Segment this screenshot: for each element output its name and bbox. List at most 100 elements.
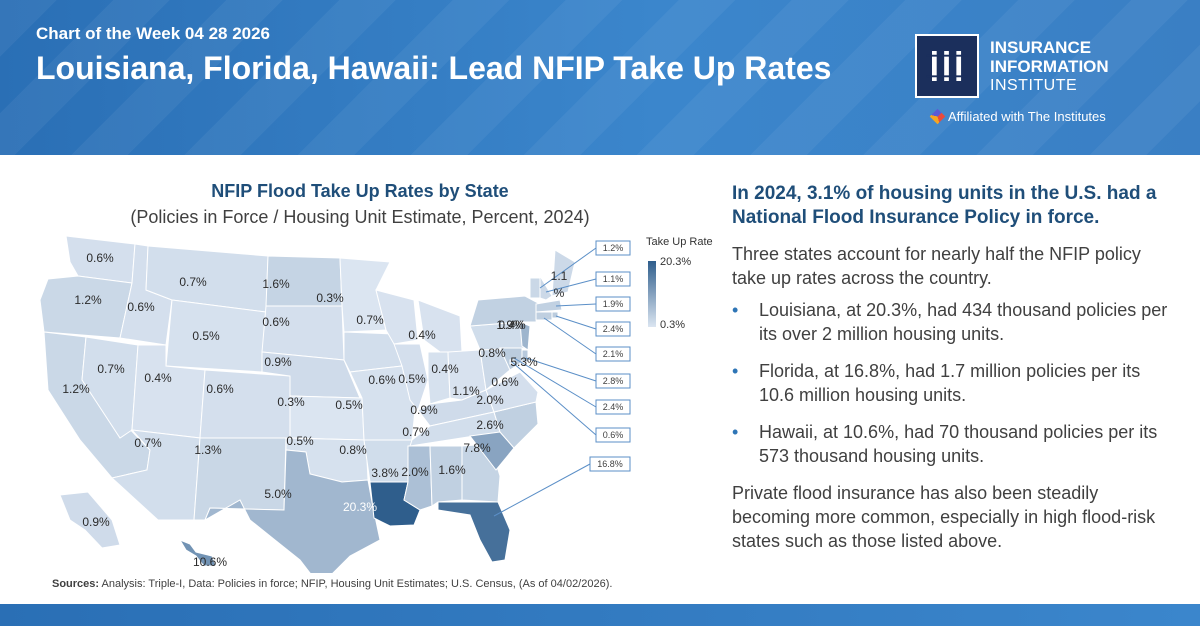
summary-closing: Private flood insurance has also been st… bbox=[732, 483, 1156, 551]
leader-line-vt bbox=[539, 247, 597, 289]
legend-color-scale bbox=[648, 261, 656, 327]
callout-label-de: 2.8% bbox=[603, 376, 624, 386]
us-choropleth-map: 1.2% 1.1% 1.9% 2.4% 2.1% 2.8% 2.4% 0.6% 16.8% 0.… bbox=[39, 235, 631, 573]
callout-label-fl: 16.8% bbox=[597, 459, 623, 469]
state-label-ga: 1.6% bbox=[438, 463, 466, 477]
state-label-ks: 0.3% bbox=[277, 395, 305, 409]
state-shapes bbox=[39, 235, 576, 573]
leader-line-de bbox=[525, 357, 597, 382]
institutes-logo-icon bbox=[929, 108, 946, 125]
state-label-mn: 0.3% bbox=[316, 291, 344, 305]
sources-note: Sources: Analysis: Triple-I, Data: Polic… bbox=[52, 578, 613, 590]
summary-intro: Three states account for nearly half the… bbox=[732, 244, 1141, 288]
legend-max-label: 20.3% bbox=[660, 256, 692, 268]
state-label-ia: 0.7% bbox=[356, 313, 384, 327]
state-label-ky: 0.9% bbox=[410, 403, 438, 417]
state-label-oh: 0.4% bbox=[431, 362, 459, 376]
state-label-or: 1.2% bbox=[74, 293, 102, 307]
state-label-ms: 3.8% bbox=[371, 466, 399, 480]
state-label-mo: 0.5% bbox=[335, 398, 363, 412]
chart-subtitle: (Policies in Force / Housing Unit Estima… bbox=[130, 207, 590, 227]
state-label-in: 0.5% bbox=[398, 372, 426, 386]
state-label-nc: 2.0% bbox=[476, 393, 504, 407]
affiliation-line: Affiliated with The Institutes bbox=[929, 108, 1106, 125]
state-nv bbox=[81, 336, 139, 439]
list-item: • Florida, at 16.8%, had 1.7 million poli… bbox=[732, 361, 1141, 405]
state-label-ut: 0.4% bbox=[144, 371, 172, 385]
callout-label-dc: 0.6% bbox=[603, 430, 624, 440]
bullet-icon: • bbox=[732, 361, 739, 381]
state-label-pa: 0.8% bbox=[478, 346, 506, 360]
state-label-il: 0.6% bbox=[368, 373, 396, 387]
state-md bbox=[499, 347, 523, 371]
chart-title: NFIP Flood Take Up Rates by State bbox=[211, 181, 509, 201]
state-ma bbox=[535, 299, 563, 313]
state-label-hi: 10.6% bbox=[193, 555, 227, 569]
state-label-ak: 0.9% bbox=[82, 515, 110, 529]
state-or bbox=[39, 275, 133, 339]
state-label-az: 0.7% bbox=[134, 436, 162, 450]
leader-line-dc bbox=[511, 361, 597, 436]
state-ct bbox=[535, 311, 553, 321]
state-label-id: 0.6% bbox=[127, 300, 155, 314]
summary-lead: In 2024, 3.1% of housing units in the U.… bbox=[732, 183, 1157, 228]
leader-line-ma bbox=[555, 303, 597, 307]
list-item: • Hawaii, at 10.6%, had 70 thousand polic… bbox=[732, 422, 1158, 466]
state-label-tx: 5.0% bbox=[264, 487, 292, 501]
state-fl bbox=[437, 501, 511, 563]
state-labels: 0.6% 1.2% 1.2% 0.6% 0.7% 0.7% 0.5% 0.4% 0.6% 0.7%… bbox=[62, 251, 567, 569]
state-ak bbox=[59, 491, 121, 549]
summary-panel: In 2024, 3.1% of housing units in the U.… bbox=[732, 182, 1172, 553]
state-label-wv: 1.1% bbox=[452, 384, 480, 398]
state-label-al: 2.0% bbox=[401, 465, 429, 479]
callout-label-ct: 2.1% bbox=[603, 349, 624, 359]
state-label-co: 0.6% bbox=[206, 382, 234, 396]
callout-label-vt: 1.2% bbox=[603, 243, 624, 253]
state-label-nj: 5.3% bbox=[510, 355, 538, 369]
header-banner: Chart of the Week 04 28 2026 Louisiana, … bbox=[0, 0, 1200, 155]
leader-line-ct bbox=[543, 317, 597, 355]
summary-bullets: • Louisiana, at 20.3%, had 434 thousand p… bbox=[732, 298, 1172, 468]
state-label-ca: 1.2% bbox=[62, 382, 90, 396]
state-in bbox=[427, 351, 451, 405]
state-label-ga_coast_callout: 2.6% bbox=[476, 418, 504, 432]
state-label-sc: 7.8% bbox=[463, 441, 491, 455]
state-label-nv: 0.7% bbox=[97, 362, 125, 376]
state-tx bbox=[203, 449, 381, 573]
leader-line-nh bbox=[545, 278, 597, 293]
callout-label-ma: 1.9% bbox=[603, 299, 624, 309]
state-label-me-0: 1.1 bbox=[551, 269, 568, 283]
callout-label-md: 2.4% bbox=[603, 402, 624, 412]
callout-box-ma bbox=[595, 296, 631, 312]
state-label-la: 20.3% bbox=[343, 500, 377, 514]
state-ri bbox=[551, 311, 559, 319]
state-label-nd: 1.6% bbox=[262, 277, 290, 291]
bullet-icon: • bbox=[732, 300, 739, 320]
state-label-mi: 0.4% bbox=[498, 318, 526, 332]
callout-box-ri bbox=[595, 321, 631, 337]
chart-of-week-label: Chart of the Week 04 28 2026 bbox=[36, 24, 271, 43]
leader-line-md bbox=[513, 357, 597, 408]
legend-title: Take Up Rate bbox=[646, 236, 713, 248]
footer-bar bbox=[0, 604, 1200, 626]
bullet-icon: • bbox=[732, 422, 739, 442]
state-label-sd: 0.6% bbox=[262, 315, 290, 329]
callout-box-de bbox=[595, 373, 631, 389]
state-label-ny: 1.9% bbox=[496, 318, 524, 332]
state-label-wa: 0.6% bbox=[86, 251, 114, 265]
callout-box-md bbox=[595, 399, 631, 415]
callout-box-nh bbox=[595, 271, 631, 287]
state-ny bbox=[469, 295, 541, 327]
state-hi bbox=[178, 538, 217, 567]
state-label-va: 0.6% bbox=[491, 375, 519, 389]
state-vt bbox=[529, 277, 541, 299]
leader-line-ri bbox=[555, 315, 597, 330]
state-label-tn: 0.7% bbox=[402, 425, 430, 439]
legend-min-label: 0.3% bbox=[660, 319, 686, 331]
state-label-nm: 1.3% bbox=[194, 443, 222, 457]
state-label-mt: 0.7% bbox=[179, 275, 207, 289]
state-label-me-1: % bbox=[554, 286, 565, 300]
state-nh bbox=[539, 274, 553, 301]
callout-label-ri: 2.4% bbox=[603, 324, 624, 334]
iii-logo-icon[interactable] bbox=[915, 34, 979, 98]
